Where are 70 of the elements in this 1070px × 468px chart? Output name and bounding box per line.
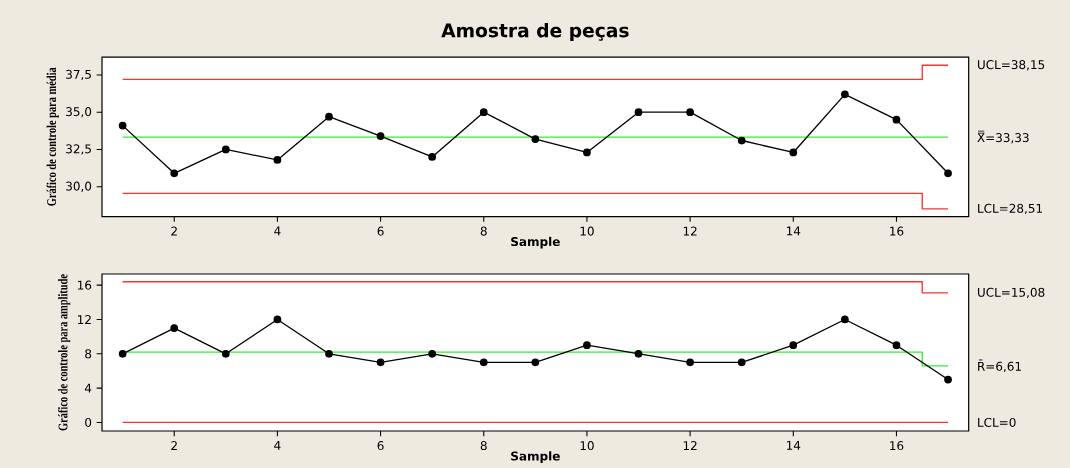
point — [789, 148, 798, 157]
point — [944, 169, 952, 178]
point — [170, 169, 179, 178]
y-tick-label: 8 — [85, 349, 92, 359]
point — [789, 341, 798, 350]
x-tick-label: 4 — [274, 226, 281, 236]
text: UCL=38,15 — [977, 60, 1045, 71]
point — [221, 349, 230, 358]
x-tick-label: 10 — [580, 441, 594, 451]
point — [273, 315, 282, 324]
x-tick-label: 12 — [683, 226, 697, 236]
y-tick-label: 12 — [78, 315, 91, 324]
y-tick-label: 30,0 — [66, 181, 92, 192]
point — [737, 358, 746, 367]
text: R̄=6,61 — [978, 359, 1021, 373]
point — [686, 108, 694, 117]
y-axis-title: Gráfico de controle para média — [46, 67, 59, 206]
text: LCL=0 — [978, 417, 1016, 427]
y-tick-label: 16 — [78, 280, 92, 290]
x-tick-label: 10 — [580, 226, 594, 236]
y-tick-label: 32,5 — [66, 144, 91, 155]
point — [376, 132, 385, 140]
x-tick-label: 12 — [683, 441, 697, 450]
point — [841, 90, 849, 99]
y-tick-label: 35,0 — [66, 107, 92, 118]
x-tick-label: 14 — [786, 441, 801, 450]
point — [479, 358, 488, 367]
x-tick-label: 6 — [377, 441, 384, 451]
point — [376, 358, 385, 367]
point — [737, 136, 746, 145]
point — [531, 135, 540, 143]
y-tick-label: 4 — [84, 383, 92, 393]
chart-title: Amostra de peças — [441, 22, 629, 42]
point — [221, 145, 230, 154]
x-tick-label: 16 — [890, 441, 904, 451]
y-tick-label: 37,5 — [66, 69, 91, 81]
point — [531, 358, 540, 367]
y-tick-label: 0 — [85, 417, 92, 427]
point — [583, 148, 591, 157]
point — [841, 315, 849, 324]
y-axis-title: Gráfico de controle para amplitude — [57, 274, 71, 431]
x-tick-label: 4 — [274, 441, 281, 450]
text: LCL=28,51 — [978, 203, 1042, 215]
point — [325, 112, 333, 121]
point — [892, 341, 901, 350]
x-tick-label: 8 — [480, 226, 487, 236]
point — [118, 121, 127, 130]
x-tick-label: 6 — [377, 226, 384, 236]
point — [892, 115, 901, 124]
point — [686, 358, 694, 367]
x-tick-label: 2 — [171, 226, 177, 236]
point — [170, 324, 179, 332]
point — [325, 349, 333, 358]
point — [583, 341, 591, 350]
x-tick-label: 14 — [786, 226, 801, 236]
x-axis-title: Sample — [511, 236, 560, 249]
point — [273, 156, 282, 164]
x-tick-label: 8 — [480, 441, 487, 451]
point — [479, 108, 488, 117]
point — [428, 153, 437, 161]
x-tick-label: 2 — [171, 441, 177, 450]
text: X̿=33,33 — [977, 130, 1029, 144]
text: UCL=15,08 — [977, 287, 1045, 299]
point — [634, 108, 643, 117]
point — [634, 349, 643, 358]
point — [118, 349, 127, 358]
point — [428, 349, 437, 358]
x-axis-title: Sample — [511, 451, 560, 463]
point — [944, 375, 952, 384]
x-tick-label: 16 — [890, 226, 904, 236]
